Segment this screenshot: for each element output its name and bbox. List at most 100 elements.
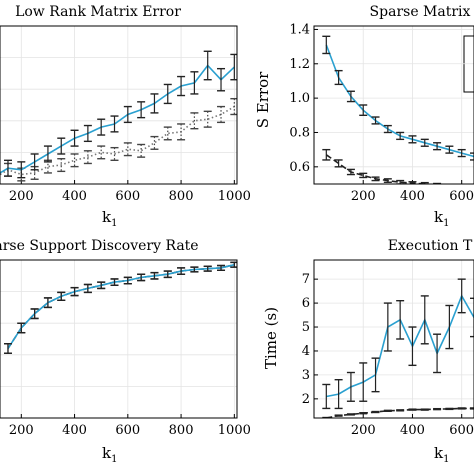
panel-2-marks: 200 400 600 800 1000 <box>0 260 251 438</box>
x-tick-label: 1000 <box>218 423 251 438</box>
error-bar <box>230 97 237 116</box>
error-bar <box>83 150 92 165</box>
error-bar <box>445 407 454 411</box>
x-tick-label: 400 <box>400 423 425 438</box>
error-bar <box>371 176 380 182</box>
error-bar <box>334 159 343 168</box>
error-bar <box>383 178 392 183</box>
y-tick-label: 1.0 <box>289 91 310 106</box>
error-bar <box>137 273 146 282</box>
error-bar <box>408 326 417 367</box>
error-bar <box>123 142 132 157</box>
x-tick-label: 400 <box>400 189 425 204</box>
x-tick-label: 600 <box>115 423 140 438</box>
error-bar <box>334 414 343 417</box>
series-line <box>0 64 235 174</box>
error-bar <box>346 371 355 402</box>
error-bar <box>433 407 442 411</box>
error-bar <box>110 115 119 133</box>
error-bar <box>203 110 212 128</box>
panel-title: Sparse Matrix <box>370 4 471 20</box>
series-line <box>0 105 235 176</box>
panel-title: Execution T <box>388 238 473 254</box>
error-bar <box>420 181 429 184</box>
error-bar <box>190 266 199 273</box>
error-bar <box>137 101 146 119</box>
x-tick-label: 400 <box>62 189 87 204</box>
error-bar <box>408 135 417 144</box>
error-bar <box>163 83 172 105</box>
error-bar <box>110 278 119 286</box>
error-bar <box>217 264 226 271</box>
panel-3-marks: 200 400 600 2 3 4 5 6 7 <box>302 260 474 438</box>
x-tick-label: 800 <box>169 189 194 204</box>
error-bar <box>83 124 92 143</box>
error-bar <box>420 408 429 411</box>
error-bar <box>383 302 392 352</box>
error-bar <box>217 105 226 124</box>
error-bar <box>371 357 380 393</box>
error-bar <box>334 378 343 410</box>
error-bar <box>322 35 331 55</box>
error-bar <box>57 137 66 155</box>
chart-marks: 200 400 600 800 1000 200 400 600 0.6 0.8 1.0 1.2 1.4… <box>0 22 474 438</box>
error-bar <box>123 276 132 285</box>
error-bar <box>43 297 52 309</box>
panel-title: parse Support Discovery Rate <box>0 238 199 254</box>
x-tick-label: 1000 <box>218 189 251 204</box>
error-bar <box>57 158 66 173</box>
plot-frame <box>313 25 474 185</box>
x-axis-label-sub: 1 <box>443 218 449 229</box>
x-axis-label-sub: 1 <box>111 218 117 229</box>
error-bar <box>17 322 26 334</box>
error-bar <box>457 278 466 314</box>
x-tick-label: 800 <box>169 423 194 438</box>
error-bar <box>322 383 331 410</box>
error-bar <box>163 270 172 279</box>
error-bar <box>203 265 212 272</box>
error-bar <box>359 362 368 402</box>
error-bar <box>203 50 212 81</box>
error-bar <box>150 135 159 150</box>
error-bar <box>457 407 466 410</box>
error-bar <box>383 124 392 134</box>
y-tick-label: 0.6 <box>289 160 310 175</box>
x-tick-label: 200 <box>351 189 376 204</box>
series-group <box>0 50 237 182</box>
x-axis-label-main: k <box>102 208 112 226</box>
error-bar <box>123 105 132 124</box>
error-bar <box>396 179 405 184</box>
y-tick-label: 3 <box>302 368 310 383</box>
error-bar <box>334 69 343 86</box>
error-bar <box>396 299 405 340</box>
x-axis-label-main: k <box>102 444 112 462</box>
x-tick-label: 200 <box>9 423 34 438</box>
error-bar <box>383 409 392 412</box>
error-bar <box>470 407 474 410</box>
error-bar <box>408 181 417 184</box>
x-axis-label: k1 <box>434 208 449 229</box>
error-bar <box>408 408 417 411</box>
error-bar <box>43 145 52 163</box>
error-bar <box>470 152 474 161</box>
error-bar <box>230 261 237 268</box>
y-axis-label: S Error <box>254 71 272 128</box>
error-bar <box>97 118 106 136</box>
error-bar <box>346 90 355 103</box>
x-tick-label: 600 <box>449 189 474 204</box>
y-axis-label: Time (s) <box>262 307 280 369</box>
y-tick-label: 1.4 <box>289 22 310 37</box>
error-bar <box>217 67 226 92</box>
error-bar <box>97 281 106 290</box>
error-bar <box>396 409 405 412</box>
plot-frame <box>0 259 238 419</box>
y-tick-label: 5 <box>302 320 310 335</box>
error-bar <box>470 185 474 188</box>
plot-frame <box>313 259 474 419</box>
x-axis-label: k1 <box>102 444 117 465</box>
error-bar <box>150 93 159 114</box>
error-bar <box>470 297 474 338</box>
panel-1-marks: 200 400 600 0.6 0.8 1.0 1.2 1.4 <box>289 22 474 204</box>
error-bar <box>70 153 79 168</box>
